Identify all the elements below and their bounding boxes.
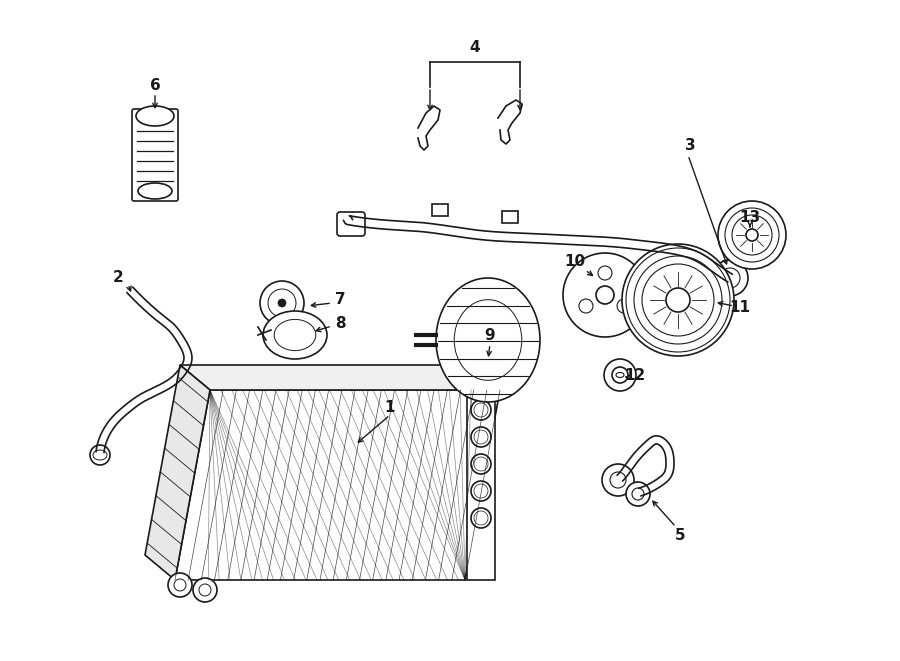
Polygon shape: [145, 365, 210, 580]
Polygon shape: [175, 390, 500, 580]
Ellipse shape: [263, 311, 327, 359]
Text: 9: 9: [485, 327, 495, 342]
Circle shape: [622, 244, 734, 356]
FancyBboxPatch shape: [337, 212, 365, 236]
Bar: [467, 390, 495, 580]
Circle shape: [712, 260, 748, 296]
Bar: [432, 204, 448, 216]
Text: 5: 5: [675, 527, 685, 543]
Circle shape: [278, 299, 286, 307]
Ellipse shape: [436, 278, 540, 402]
Ellipse shape: [138, 183, 172, 199]
Text: 13: 13: [740, 210, 760, 225]
Text: 4: 4: [470, 40, 481, 56]
Circle shape: [193, 578, 217, 602]
Circle shape: [563, 253, 647, 337]
Circle shape: [471, 427, 491, 447]
Text: 6: 6: [149, 77, 160, 93]
Circle shape: [617, 299, 631, 313]
Ellipse shape: [136, 106, 174, 126]
Circle shape: [746, 229, 758, 241]
Circle shape: [90, 445, 110, 465]
Circle shape: [260, 281, 304, 325]
Circle shape: [718, 201, 786, 269]
Circle shape: [471, 400, 491, 420]
Circle shape: [471, 481, 491, 501]
Circle shape: [602, 464, 634, 496]
Circle shape: [471, 454, 491, 474]
Text: 11: 11: [730, 301, 751, 315]
Circle shape: [168, 573, 192, 597]
Circle shape: [626, 482, 650, 506]
Circle shape: [471, 508, 491, 528]
Circle shape: [604, 359, 636, 391]
Circle shape: [666, 288, 690, 312]
Text: 12: 12: [625, 368, 645, 383]
Text: 2: 2: [112, 270, 123, 286]
Text: 8: 8: [335, 315, 346, 330]
Text: 10: 10: [564, 254, 586, 270]
Text: 7: 7: [335, 293, 346, 307]
Polygon shape: [180, 365, 500, 390]
FancyBboxPatch shape: [132, 109, 178, 201]
Circle shape: [579, 299, 593, 313]
Text: 3: 3: [685, 137, 696, 153]
Text: 1: 1: [385, 401, 395, 416]
Bar: [502, 211, 518, 223]
Circle shape: [598, 266, 612, 280]
